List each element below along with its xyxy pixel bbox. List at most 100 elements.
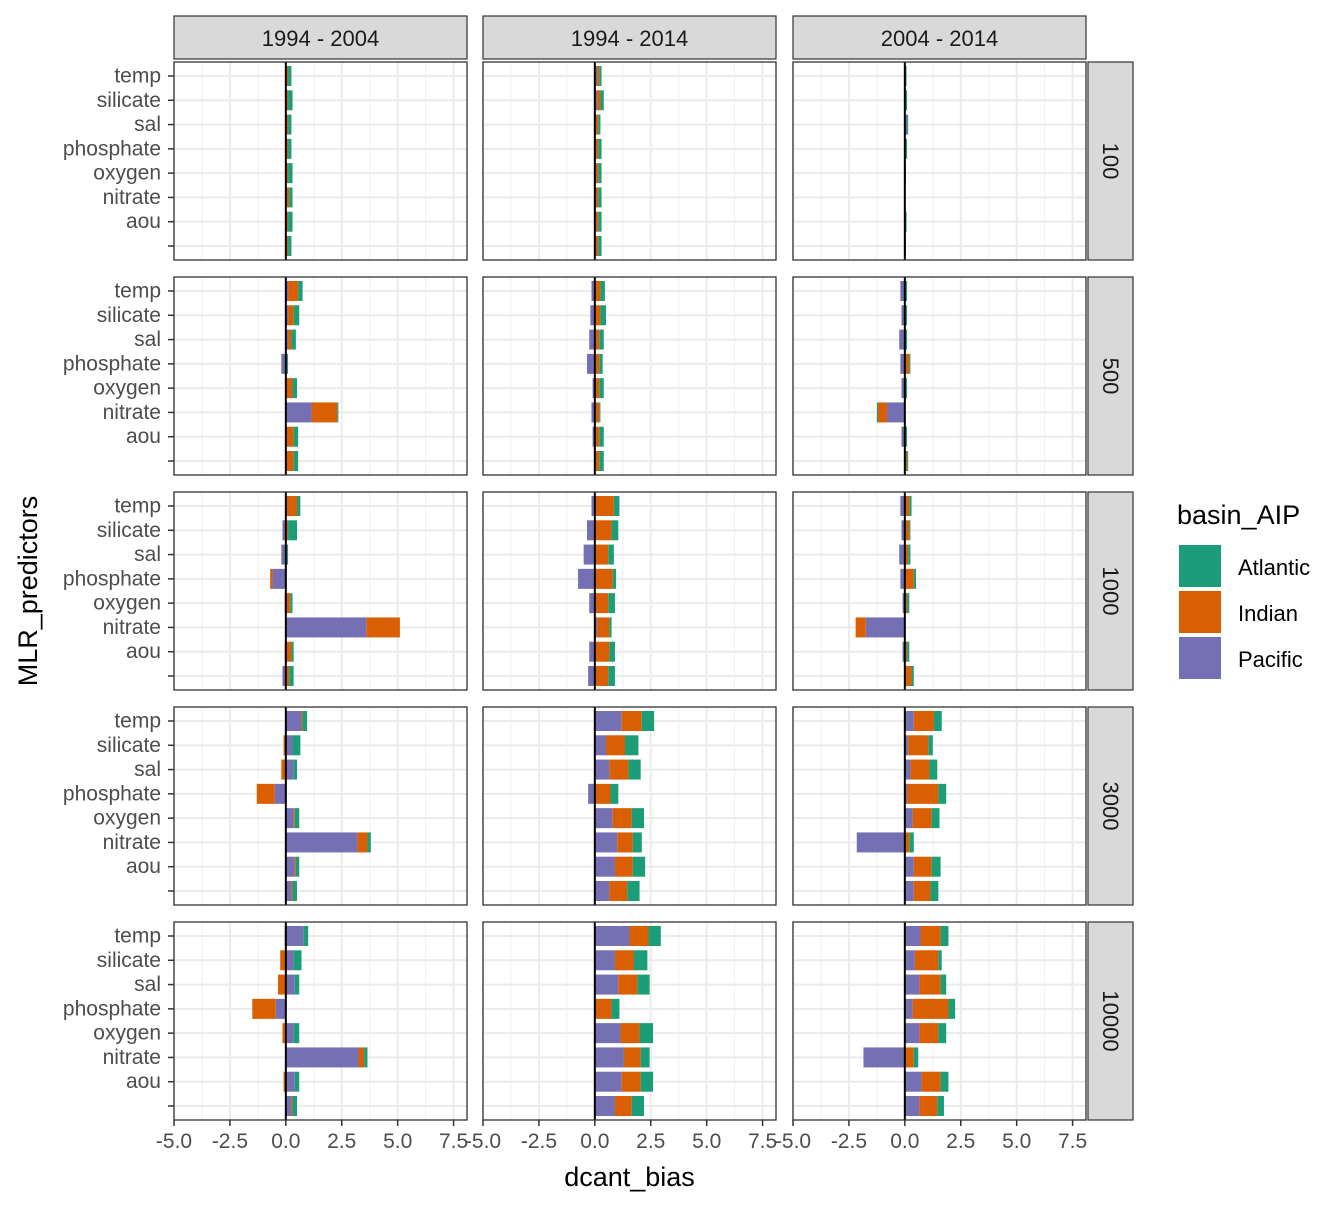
bar-segment-atlantic [598, 211, 602, 232]
bar-segment-indian [904, 1047, 914, 1068]
bar-segment-atlantic [293, 426, 299, 447]
bar-segment-pacific [281, 544, 286, 565]
x-tick-label: 2.5 [327, 1130, 356, 1153]
bar-segment-indian [252, 998, 276, 1019]
bar-segment-pacific [904, 926, 921, 946]
bar-segment-indian [286, 90, 289, 111]
y-tick-label: oxygen [93, 162, 161, 185]
bar-segment-atlantic [598, 138, 602, 159]
bar-segment-atlantic [608, 544, 614, 565]
bar-segment-atlantic [640, 1071, 653, 1092]
bar-segment-atlantic [608, 666, 615, 686]
bar-segment-indian [278, 974, 286, 995]
bar-segment-indian [594, 496, 614, 516]
x-tick-label: 2.5 [946, 1130, 975, 1153]
y-tick-label: temp [114, 65, 161, 88]
bar-segment-atlantic [909, 353, 911, 374]
bar-segment-pacific [285, 832, 358, 853]
bar-segment-pacific [900, 496, 905, 516]
bar-segment-atlantic [291, 329, 296, 350]
bar-segment-pacific [904, 1071, 922, 1092]
bar-segment-atlantic [288, 520, 298, 541]
bar-segment-atlantic [288, 138, 292, 159]
bar-segment-atlantic [292, 378, 298, 399]
bar-segment-pacific [588, 783, 595, 804]
bar-segment-pacific [587, 520, 595, 541]
bar-segment-indian [617, 832, 633, 853]
panel-border [173, 921, 468, 1121]
y-tick-label: aou [126, 210, 161, 233]
y-tick-label: temp [114, 280, 161, 303]
y-tick-label: oxygen [93, 592, 161, 615]
bar-segment-pacific [901, 520, 905, 541]
column-strip [173, 15, 468, 60]
column-strip-label: 1994 - 2004 [262, 26, 379, 51]
panel-border [792, 276, 1087, 476]
x-tick-label: 0.0 [271, 1130, 300, 1153]
bar-segment-atlantic [637, 974, 650, 995]
bar-segment-indian [614, 856, 633, 877]
bar-segment-atlantic [938, 1023, 947, 1044]
bar-segment-pacific [589, 593, 595, 614]
bar-segment-indian [294, 856, 296, 877]
bar-segment-atlantic [608, 593, 615, 614]
bar-segment-atlantic [937, 1096, 944, 1116]
bar-segment-atlantic [298, 281, 303, 301]
panel-border [173, 491, 468, 691]
bar-segment-pacific [594, 759, 610, 780]
bar-segment-pacific [285, 808, 294, 829]
bar-segment-pacific [587, 353, 595, 374]
bar-segment-indian [595, 998, 612, 1019]
bar-segment-atlantic [293, 759, 298, 780]
bar-segment-indian [291, 881, 293, 901]
bar-segment-atlantic [648, 926, 661, 946]
bar-segment-atlantic [599, 378, 604, 399]
bar-segment-atlantic [289, 666, 294, 686]
bar-segment-pacific [589, 329, 595, 350]
y-tick-label: sal [134, 328, 161, 351]
row-strip-label: 100 [1098, 143, 1123, 180]
x-tick-label: -5.0 [465, 1130, 501, 1153]
bar-segment-atlantic [940, 926, 949, 946]
bar-segment-atlantic [948, 998, 956, 1019]
row-strip [1087, 706, 1134, 906]
panel-border [792, 921, 1087, 1121]
bar-segment-atlantic [600, 281, 605, 301]
bar-segment-pacific [904, 950, 915, 971]
bar-segment-indian [595, 163, 599, 184]
bar-segment-atlantic [600, 305, 607, 326]
bar-segment-indian [877, 402, 887, 423]
bar-segment-indian [256, 783, 275, 804]
y-tick-label: phosphate [63, 997, 161, 1020]
x-tick-label: 7.5 [439, 1130, 468, 1153]
bar-segment-indian [904, 593, 908, 614]
bar-layer [252, 66, 956, 1116]
y-tick-label: sal [134, 543, 161, 566]
bar-segment-indian [288, 329, 292, 350]
bar-segment-indian [358, 1047, 365, 1068]
panel-border [482, 921, 777, 1121]
bar-segment-pacific [285, 950, 294, 971]
panel-border [792, 706, 1087, 906]
row-strip [1087, 921, 1134, 1121]
bar-segment-atlantic [631, 1096, 645, 1116]
bar-segment-indian [366, 617, 400, 638]
bar-segment-atlantic [913, 568, 917, 589]
bar-segment-atlantic [292, 881, 298, 901]
legend-label-pacific: Pacific [1238, 647, 1303, 672]
x-tick-label: -2.5 [521, 1130, 557, 1153]
bar-segment-indian [910, 759, 930, 780]
bar-segment-indian [301, 711, 303, 731]
bar-segment-pacific [583, 544, 595, 565]
bar-segment-pacific [904, 974, 920, 995]
legend-key-pacific [1179, 637, 1221, 679]
bar-segment-pacific [594, 66, 598, 86]
bar-segment-atlantic [633, 950, 648, 971]
bar-segment-atlantic [625, 735, 639, 756]
bar-segment-pacific [900, 281, 905, 301]
bar-segment-atlantic [612, 568, 617, 589]
bar-segment-indian [904, 568, 914, 589]
bar-segment-indian [606, 735, 626, 756]
bar-segment-pacific [901, 305, 905, 326]
